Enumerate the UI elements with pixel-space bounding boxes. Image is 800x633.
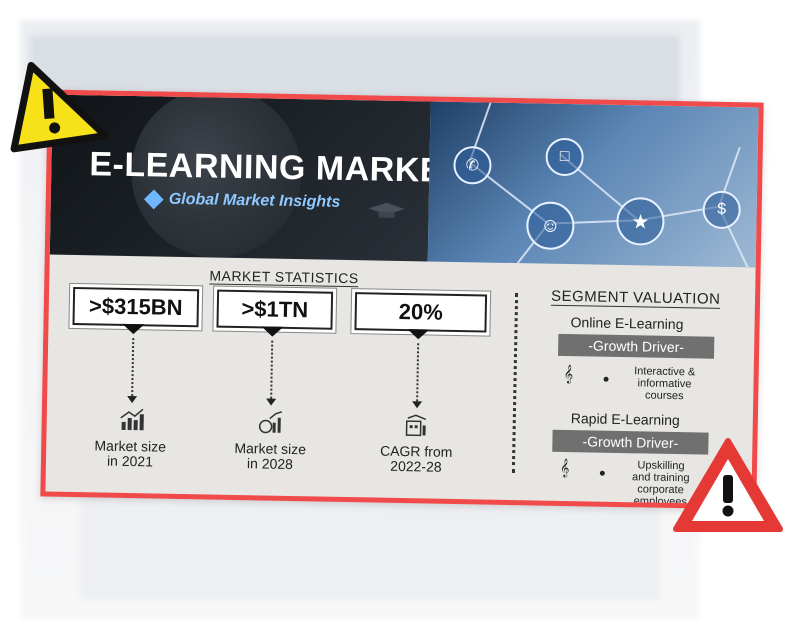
warning-yellow-icon	[10, 61, 109, 153]
plug-icon: 𝄞	[563, 365, 574, 384]
segment-valuation-heading: SEGMENT VALUATION	[550, 287, 721, 309]
bullet-point	[599, 470, 605, 476]
background-footer	[80, 490, 660, 600]
bar-growth-icon	[120, 408, 144, 431]
stat-pointer	[261, 326, 284, 337]
stat-value-2021: >$315BN	[72, 286, 200, 328]
stat-label-2021: Market size in 2021	[80, 437, 181, 470]
stat-pointer	[122, 323, 145, 335]
warning-red-icon	[673, 438, 783, 532]
stat-connector	[131, 338, 135, 397]
market-statistics-heading: MARKET STATISTICS	[209, 267, 359, 288]
stat-label-cagr: CAGR from 2022-28	[364, 443, 469, 475]
stat-connector	[270, 340, 274, 399]
stat-label-2028: Market size in 2028	[220, 440, 321, 473]
building-chart-icon	[405, 414, 427, 437]
stat-pointer	[407, 329, 430, 340]
stat-label-line: 2022-28	[390, 457, 442, 475]
header-dark-panel: E-LEARNING MARKET Global Market Insights	[49, 89, 465, 262]
arrow-down-icon	[266, 398, 277, 406]
network-lines	[468, 102, 749, 268]
segment-description-online: Interactive & informative courses	[621, 365, 708, 403]
bullet-point	[603, 376, 609, 382]
infographic-card: E-LEARNING MARKET Global Market Insights…	[40, 89, 764, 510]
segment-name-online: Online E-Learning	[570, 314, 684, 333]
growth-driver-badge: -Growth Driver-	[557, 333, 715, 359]
stat-label-line: in 2028	[246, 455, 294, 473]
brand-name: Global Market Insights	[168, 190, 341, 211]
segment-name-rapid: Rapid E-Learning	[570, 410, 680, 429]
section-divider	[511, 293, 519, 474]
brand-logo: Global Market Insights	[143, 189, 341, 212]
header-network-panel: ✆ □ ☺ ★ $	[427, 101, 759, 268]
brand-diamond-icon	[143, 189, 164, 210]
desc-line: Interactive &	[634, 365, 696, 379]
coin-growth-icon	[258, 411, 283, 434]
arrow-down-icon	[412, 401, 423, 409]
page-title: E-LEARNING MARKET	[89, 145, 465, 191]
graduation-cap-icon	[368, 202, 405, 218]
desc-line: courses	[644, 389, 684, 403]
arrow-down-icon	[127, 395, 138, 404]
stat-connector	[416, 343, 420, 402]
stat-label-line: in 2021	[106, 452, 154, 470]
plug-icon: 𝄞	[559, 459, 570, 478]
stat-value-2028: >$1TN	[216, 289, 334, 330]
stat-value-cagr: 20%	[354, 292, 488, 333]
